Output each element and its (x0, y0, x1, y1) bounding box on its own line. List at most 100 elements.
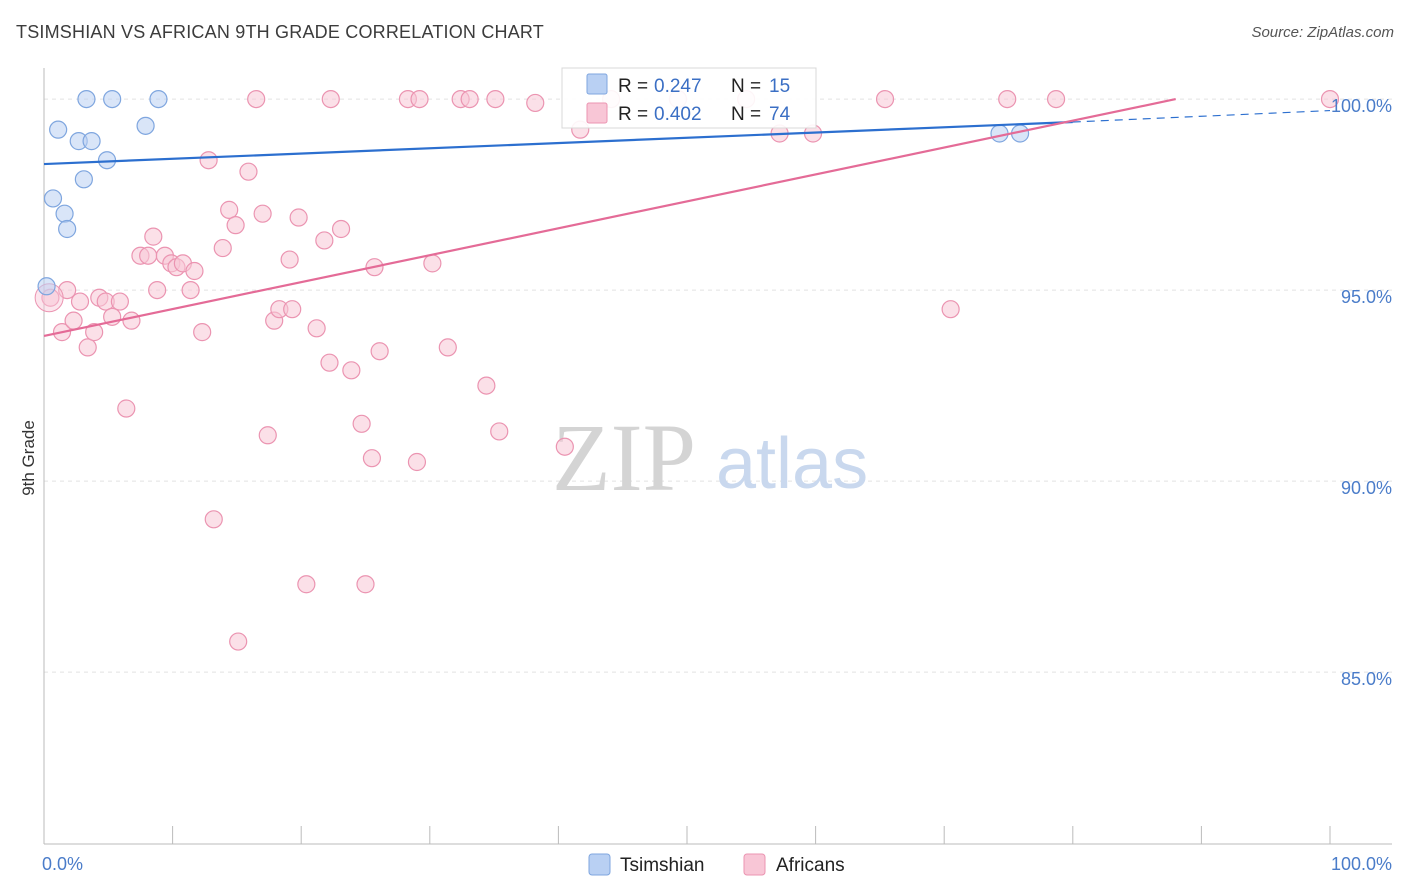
africans-point-26 (213, 238, 232, 258)
africans-point-73 (1320, 89, 1340, 109)
africans-point-41 (315, 231, 334, 250)
source-label: Source: ZipAtlas.com (1251, 24, 1394, 41)
legend-swatch-tsimshian (588, 853, 611, 876)
y-tick-label-2: 90.0% (1341, 478, 1392, 498)
watermark-zip: ZIP (552, 404, 696, 511)
y-tick-label-0: 100.0% (1331, 96, 1392, 116)
stats-n-label-tsimshian: N = (731, 76, 761, 97)
legend-label-tsimshian: Tsimshian (620, 855, 704, 876)
x-tick-labels: 0.0% 100.0% (42, 854, 1392, 874)
africans-point-61 (526, 93, 545, 113)
tsimshian-point-13 (990, 124, 1009, 143)
tsimshian-point-11 (136, 116, 155, 135)
trend-lines (43, 98, 1331, 338)
stats-legend: R = 0.247 N = 15 R = 0.402 N = 74 (561, 67, 817, 129)
africans-trend-line (43, 98, 1176, 338)
africans-points (34, 89, 1340, 651)
africans-point-32 (253, 204, 272, 223)
africans-point-62 (555, 437, 574, 456)
africans-point-25 (204, 510, 223, 529)
africans-point-36 (280, 250, 299, 269)
africans-point-15 (144, 227, 163, 246)
africans-point-55 (438, 338, 457, 357)
y-axis-title: 9th Grade (19, 420, 38, 496)
stats-swatch-africans (586, 102, 608, 124)
africans-point-3 (64, 311, 83, 330)
y-tick-labels: 100.0% 95.0% 90.0% 85.0% (1331, 96, 1392, 689)
africans-point-46 (352, 414, 371, 433)
stats-r-label-africans: R = (618, 104, 648, 125)
africans-point-52 (407, 452, 427, 472)
africans-point-44 (331, 219, 351, 239)
africans-point-23 (193, 323, 212, 342)
tsimshian-point-1 (43, 189, 63, 208)
africans-point-5 (78, 338, 97, 357)
africans-point-6 (85, 323, 104, 342)
africans-point-14 (139, 246, 158, 265)
africans-point-29 (229, 632, 248, 651)
tsimshian-trend-line (43, 120, 1073, 166)
africans-point-24 (199, 151, 218, 170)
africans-point-71 (998, 89, 1017, 109)
tsimshian-point-12 (149, 89, 168, 109)
tsimshian-point-8 (82, 132, 101, 151)
x-tick-label-1: 100.0% (1331, 854, 1392, 874)
africans-point-57 (460, 89, 479, 109)
tsimshian-point-6 (74, 170, 93, 189)
tsimshian-point-10 (103, 89, 122, 109)
africans-point-47 (356, 575, 375, 594)
chart-title: TSIMSHIAN VS AFRICAN 9TH GRADE CORRELATI… (16, 22, 545, 42)
stats-r-value-africans: 0.402 (654, 104, 702, 125)
africans-point-60 (490, 422, 509, 441)
y-tick-label-3: 85.0% (1341, 669, 1392, 689)
africans-point-59 (486, 89, 505, 109)
stats-n-value-tsimshian: 15 (769, 76, 790, 97)
africans-point-58 (477, 376, 496, 395)
africans-point-39 (297, 575, 316, 594)
stats-r-label-tsimshian: R = (618, 76, 648, 97)
africans-point-54 (423, 254, 442, 273)
africans-point-72 (1046, 89, 1066, 109)
y-tick-label-1: 95.0% (1341, 287, 1392, 307)
africans-point-53 (410, 89, 429, 109)
africans-point-31 (247, 89, 266, 109)
tsimshian-point-7 (77, 89, 96, 109)
africans-point-69 (875, 89, 895, 109)
legend-swatch-africans (743, 853, 766, 876)
africans-point-21 (181, 281, 200, 300)
africans-point-4 (70, 292, 90, 311)
stats-n-label-africans: N = (731, 104, 761, 125)
stats-n-value-africans: 74 (769, 104, 791, 125)
tsimshian-points (37, 89, 1030, 296)
africans-point-10 (110, 292, 129, 311)
tsimshian-point-3 (55, 204, 74, 223)
x-tick-label-0: 0.0% (42, 854, 83, 874)
africans-point-42 (320, 353, 339, 372)
axes (43, 68, 1392, 845)
series-legend: Tsimshian Africans (588, 853, 845, 876)
africans-point-12 (122, 311, 141, 330)
africans-point-40 (307, 319, 326, 338)
watermark-atlas: atlas (716, 424, 868, 504)
africans-point-33 (258, 426, 277, 445)
africans-point-28 (226, 216, 245, 235)
africans-point-38 (289, 208, 308, 227)
tsimshian-trend-extension (1072, 109, 1331, 123)
tsimshian-point-2 (49, 120, 68, 139)
stats-r-value-tsimshian: 0.247 (654, 76, 702, 97)
africans-point-30 (239, 162, 258, 181)
africans-point-45 (342, 361, 361, 380)
africans-point-22 (185, 261, 204, 281)
legend-label-africans: Africans (776, 855, 845, 876)
africans-point-50 (370, 342, 389, 361)
africans-point-37 (283, 300, 302, 319)
africans-point-16 (148, 281, 167, 300)
tsimshian-point-4 (58, 219, 77, 239)
africans-point-48 (362, 449, 382, 468)
grid-lines (44, 98, 1392, 673)
africans-point-27 (220, 200, 239, 219)
stats-swatch-tsimshian (586, 73, 608, 95)
tsimshian-point-0 (37, 277, 56, 296)
africans-point-43 (321, 89, 340, 109)
